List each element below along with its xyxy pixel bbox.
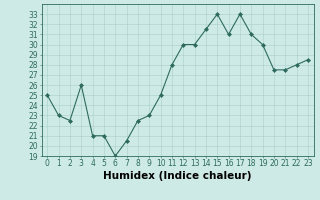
X-axis label: Humidex (Indice chaleur): Humidex (Indice chaleur)	[103, 171, 252, 181]
